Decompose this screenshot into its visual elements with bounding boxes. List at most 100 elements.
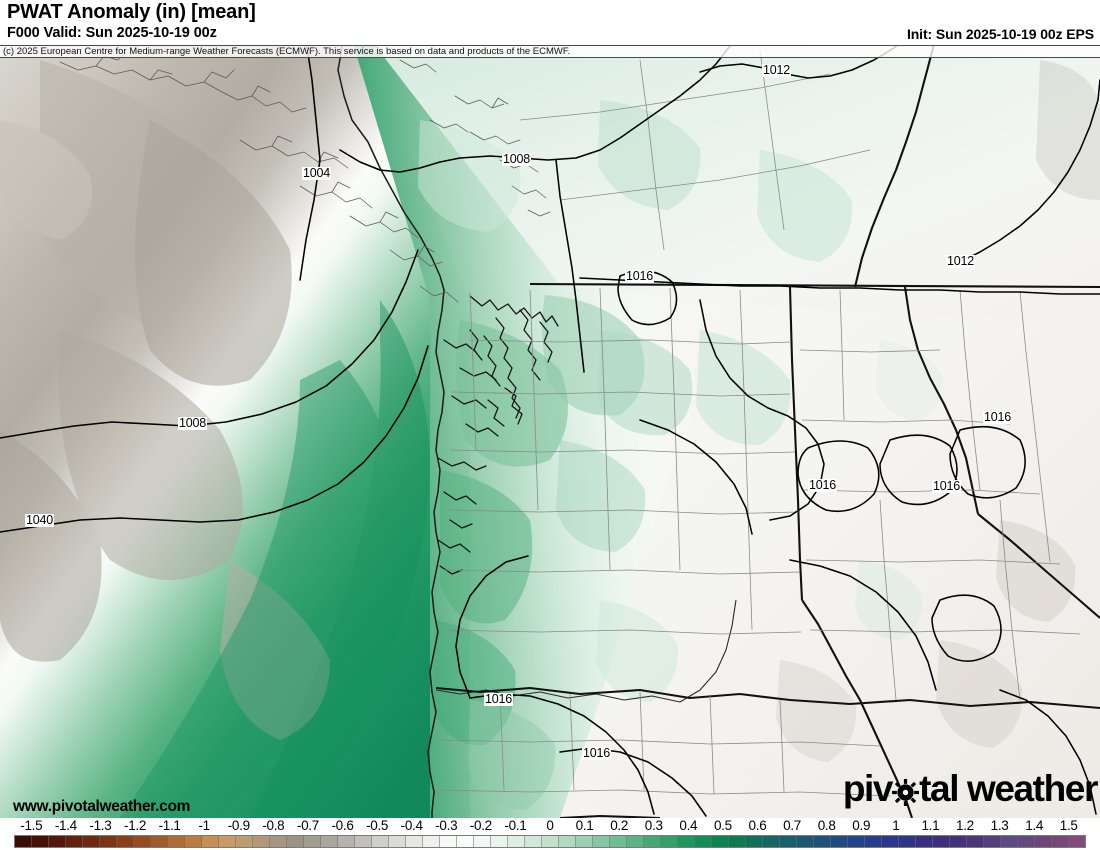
colorbar-swatch	[151, 836, 168, 847]
colorbar-swatch	[270, 836, 287, 847]
field-contour-bands-land	[418, 100, 943, 810]
colorbar-swatch	[644, 836, 661, 847]
colorbar-swatch	[491, 836, 508, 847]
site-url-label: www.pivotalweather.com	[13, 798, 191, 815]
colorbar-tick: 1.1	[921, 818, 940, 833]
field-contour-bands-positive-ocean	[120, 300, 430, 818]
map-puget-sound	[437, 295, 559, 575]
field-contour-bands-negative-interior	[776, 60, 1100, 762]
colorbar-tick: -0.3	[435, 818, 458, 833]
copyright-strip: (c) 2025 European Centre for Medium-rang…	[0, 45, 1100, 58]
colorbar-swatch	[831, 836, 848, 847]
colorbar-swatch	[1052, 836, 1069, 847]
colorbar-swatch	[899, 836, 916, 847]
colorbar-swatch	[406, 836, 423, 847]
colorbar-swatch	[746, 836, 763, 847]
colorbar-swatch	[253, 836, 270, 847]
colorbar-swatch	[984, 836, 1001, 847]
copyright-text: (c) 2025 European Centre for Medium-rang…	[3, 46, 571, 57]
colorbar-swatch	[321, 836, 338, 847]
colorbar-swatch	[338, 836, 355, 847]
isobar-label: 1016	[808, 478, 838, 492]
colorbar-swatch	[49, 836, 66, 847]
colorbar-swatch	[423, 836, 440, 847]
colorbar-swatch	[916, 836, 933, 847]
colorbar-swatch	[678, 836, 695, 847]
colorbar-swatch	[287, 836, 304, 847]
colorbar-swatch	[695, 836, 712, 847]
isobar-label: 1016	[983, 410, 1013, 424]
colorbar-tick: 0.2	[610, 818, 629, 833]
colorbar-tick: 0	[546, 818, 554, 833]
isobar-label: 1016	[582, 746, 612, 760]
colorbar-swatches[interactable]	[14, 835, 1086, 848]
colorbar-swatch	[542, 836, 559, 847]
colorbar-swatch	[134, 836, 151, 847]
colorbar-tick: -0.8	[262, 818, 285, 833]
isobar-label: 1004	[302, 166, 332, 180]
colorbar-swatch	[967, 836, 984, 847]
colorbar-tick: 0.4	[679, 818, 698, 833]
gear-icon	[892, 778, 920, 806]
colorbar-tick: -0.6	[331, 818, 354, 833]
colorbar-swatch	[117, 836, 134, 847]
map-field-layer	[0, 0, 1100, 818]
map-header: PWAT Anomaly (in) [mean] F000 Valid: Sun…	[0, 0, 1100, 45]
map-coastlines	[329, 0, 445, 818]
colorbar-swatch	[185, 836, 202, 847]
colorbar-tick: 1.5	[1059, 818, 1078, 833]
colorbar-tick: 1.4	[1025, 818, 1044, 833]
colorbar-swatch	[780, 836, 797, 847]
colorbar-swatch	[1018, 836, 1035, 847]
isobar-label: 1008	[502, 152, 532, 166]
isobar-label: 1008	[178, 416, 208, 430]
logo-text-part2: tal weather	[919, 768, 1098, 809]
colorbar-swatch	[661, 836, 678, 847]
colorbar-swatch	[389, 836, 406, 847]
init-time-label: Init: Sun 2025-10-19 00z EPS	[906, 26, 1094, 42]
colorbar-tick: 0.5	[713, 818, 732, 833]
colorbar-tick: 1.2	[956, 818, 974, 833]
colorbar-swatch	[1069, 836, 1085, 847]
colorbar-tick: -1.5	[20, 818, 43, 833]
isobar-label: 1012	[762, 63, 792, 77]
page-title: PWAT Anomaly (in) [mean]	[7, 1, 256, 23]
colorbar-tick: 0.3	[644, 818, 663, 833]
isobar-label: 1012	[946, 254, 976, 268]
colorbar-swatch	[1035, 836, 1052, 847]
field-contour-bands-negative	[0, 60, 330, 740]
colorbar-tick: -0.4	[400, 818, 423, 833]
colorbar-swatch	[865, 836, 882, 847]
colorbar-tick: 0.1	[575, 818, 594, 833]
colorbar-tick-labels: -1.5 -1.4 -1.3 -1.2 -1.1 -1 -0.9 -0.8 -0.7 -0.6 -0…	[0, 818, 1100, 834]
map-archipelago-bc	[59, 35, 551, 303]
colorbar-tick: 0.9	[852, 818, 871, 833]
isobar-label: 1016	[484, 692, 514, 706]
colorbar[interactable]: -1.5 -1.4 -1.3 -1.2 -1.1 -1 -0.9 -0.8 -0.7 -0.6 -0…	[0, 818, 1100, 850]
colorbar-swatch	[474, 836, 491, 847]
colorbar-swatch	[168, 836, 185, 847]
colorbar-tick: -0.5	[366, 818, 389, 833]
colorbar-tick: 0.6	[748, 818, 767, 833]
colorbar-swatch	[372, 836, 389, 847]
colorbar-swatch	[576, 836, 593, 847]
colorbar-swatch	[610, 836, 627, 847]
colorbar-swatch	[66, 836, 83, 847]
pivotal-weather-logo[interactable]: piv tal	[843, 768, 1099, 809]
colorbar-swatch	[525, 836, 542, 847]
colorbar-swatch	[933, 836, 950, 847]
colorbar-swatch	[15, 836, 32, 847]
colorbar-tick: -0.2	[469, 818, 492, 833]
colorbar-swatch	[100, 836, 117, 847]
colorbar-swatch	[593, 836, 610, 847]
weather-map-canvas[interactable]: 1012 1008 1004 1012 1016 1008 1016 1040 1016 1016…	[0, 0, 1100, 818]
colorbar-swatch	[848, 836, 865, 847]
colorbar-swatch	[559, 836, 576, 847]
colorbar-swatch	[304, 836, 321, 847]
colorbar-swatch	[712, 836, 729, 847]
colorbar-tick: -1.2	[124, 818, 147, 833]
colorbar-swatch	[83, 836, 100, 847]
colorbar-tick: -1.1	[158, 818, 181, 833]
map-county-borders	[435, 49, 1081, 797]
colorbar-tick: -0.1	[504, 818, 527, 833]
